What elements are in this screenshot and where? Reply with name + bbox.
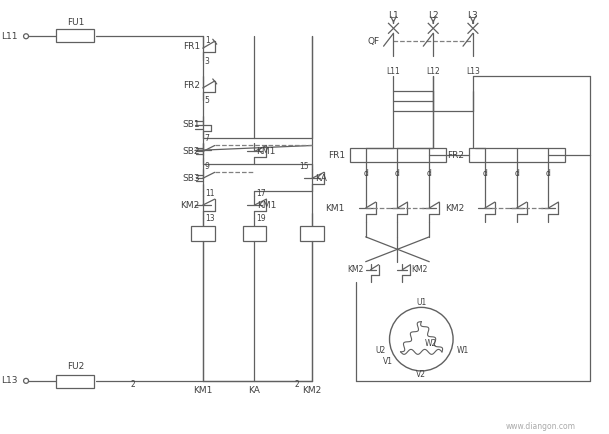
Text: W1: W1 [457, 346, 470, 355]
Text: KM2: KM2 [181, 201, 200, 210]
Text: KM2: KM2 [347, 265, 364, 274]
Text: KA: KA [315, 174, 327, 183]
Text: FU2: FU2 [67, 362, 84, 372]
Text: SB2: SB2 [182, 147, 200, 156]
Text: FR1: FR1 [183, 42, 200, 51]
Circle shape [24, 34, 29, 39]
Text: 2: 2 [295, 380, 300, 389]
Text: KA: KA [248, 386, 261, 395]
Text: SB3: SB3 [182, 174, 200, 183]
Text: V1: V1 [382, 357, 393, 366]
Bar [242, 226, 266, 241]
Text: FR2: FR2 [447, 151, 464, 160]
Text: KM2: KM2 [411, 265, 428, 274]
Text: KM1: KM1 [193, 386, 213, 395]
Text: U2: U2 [375, 346, 385, 355]
Text: 11: 11 [205, 189, 214, 197]
Bar [56, 375, 94, 388]
Text: L13: L13 [2, 376, 18, 385]
Text: KM2: KM2 [303, 386, 322, 395]
Text: d: d [514, 169, 519, 178]
Text: 15: 15 [300, 162, 309, 171]
Text: KM1: KM1 [256, 147, 276, 156]
Text: d: d [482, 169, 487, 178]
Text: www.diangon.com: www.diangon.com [505, 422, 576, 431]
Text: 2: 2 [131, 380, 136, 389]
Text: 5: 5 [205, 96, 209, 105]
Text: 17: 17 [256, 189, 266, 197]
Text: QF: QF [367, 37, 379, 46]
Text: 19: 19 [256, 214, 266, 224]
Text: FR1: FR1 [328, 151, 345, 160]
Text: 3: 3 [205, 56, 209, 66]
Text: KM1: KM1 [258, 201, 277, 210]
Text: KM1: KM1 [325, 204, 345, 213]
Bar [191, 226, 215, 241]
Text: FR2: FR2 [183, 82, 200, 90]
Bar [300, 226, 324, 241]
Text: L13: L13 [466, 66, 480, 76]
Text: L1: L1 [388, 11, 399, 20]
Text: U1: U1 [416, 298, 426, 307]
Text: L11: L11 [2, 32, 18, 41]
Text: 13: 13 [205, 214, 214, 224]
Text: d: d [546, 169, 551, 178]
Text: W2: W2 [424, 339, 437, 349]
Text: L2: L2 [428, 11, 438, 20]
Text: L11: L11 [387, 66, 400, 76]
Text: V2: V2 [417, 370, 426, 379]
Text: d: d [427, 169, 432, 178]
Text: 7: 7 [205, 134, 209, 143]
Bar [469, 148, 565, 162]
Bar [56, 30, 94, 42]
Text: L12: L12 [426, 66, 440, 76]
Text: 9: 9 [205, 162, 209, 171]
Text: FU1: FU1 [67, 18, 85, 27]
Text: SB1: SB1 [182, 120, 200, 129]
Bar [350, 148, 446, 162]
Text: KM2: KM2 [445, 204, 464, 213]
Text: L3: L3 [468, 11, 478, 20]
Text: d: d [395, 169, 400, 178]
Text: 1: 1 [205, 36, 209, 45]
Text: d: d [363, 169, 368, 178]
Circle shape [24, 378, 29, 383]
